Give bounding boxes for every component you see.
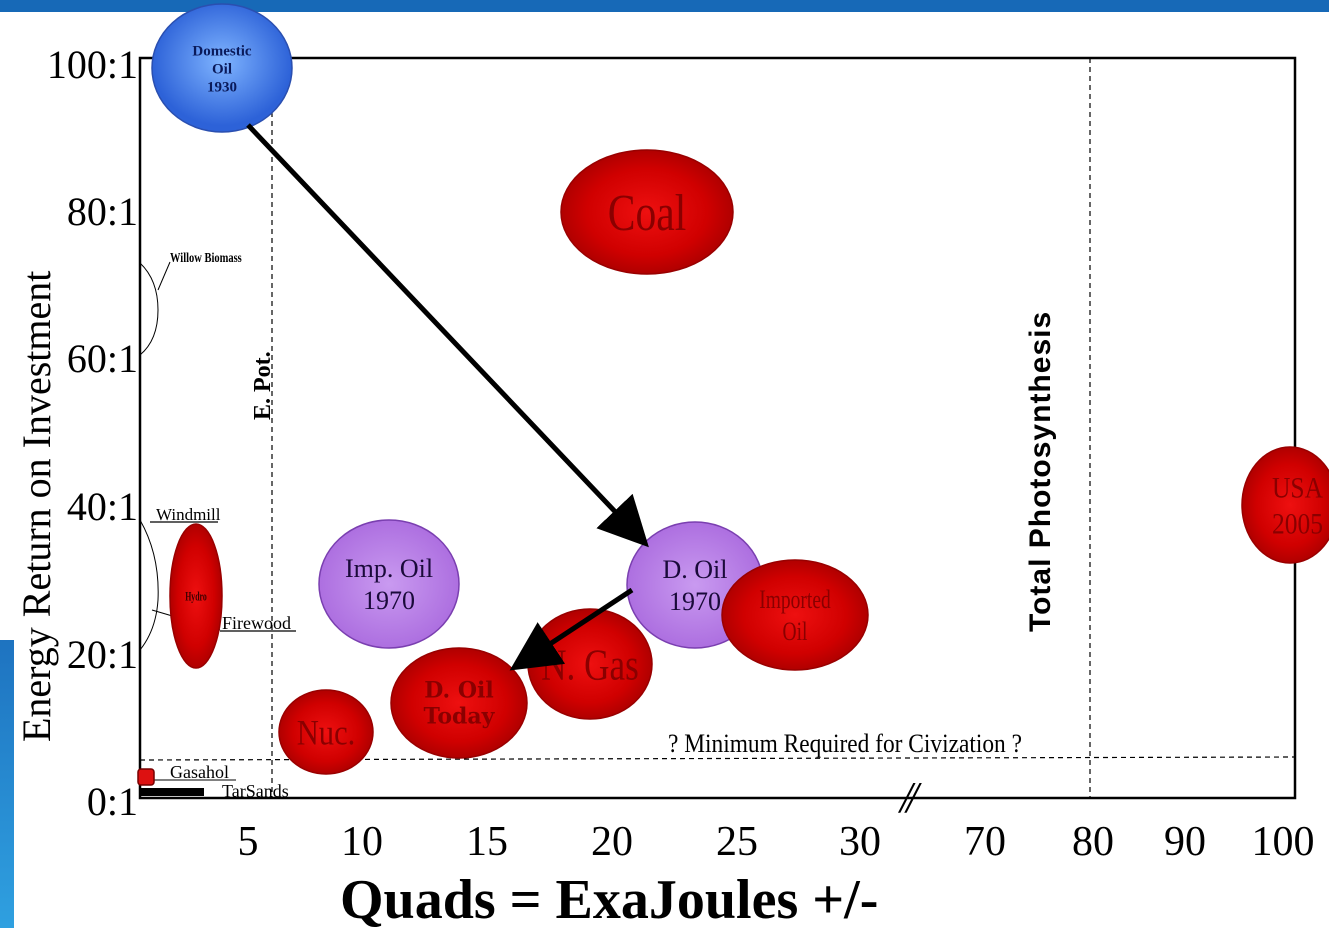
top-frame-bar	[0, 0, 1329, 12]
x-tick-label: 80	[1072, 819, 1114, 865]
plot-area	[138, 56, 1297, 800]
bubble-imp-oil-1970: Imp. Oil 1970	[318, 519, 460, 649]
side-annotations: Willow Biomass Windmill Firewood Gasahol…	[139, 250, 296, 801]
x-tick-label: 70	[964, 819, 1006, 865]
bubble-shape	[721, 559, 869, 671]
y-tick-label: 80:1	[67, 189, 138, 234]
bubble-domestic-oil-1930: Domestic Oil 1930	[151, 3, 293, 133]
bubble-nuc: Nuc.	[278, 689, 374, 775]
bubble-layer: Domestic Oil 1930 Coal D. Oil 1970 Imp. Oil 197…	[137, 3, 1329, 786]
bubble-label: Imported	[759, 585, 831, 613]
y-ticks: 0:1 20:1 40:1 60:1 80:1 100:1	[47, 42, 138, 824]
bubble-shape	[318, 519, 460, 649]
willow-bracket	[139, 262, 159, 356]
willow-label: Willow Biomass	[170, 250, 242, 266]
bubble-hydro: Hydro	[169, 523, 223, 669]
bubble-gasohol	[137, 768, 155, 786]
x-tick-label: 90	[1164, 819, 1206, 865]
x-tick-label: 30	[839, 819, 881, 865]
tarsands-bar	[140, 788, 204, 796]
bubble-shape	[1241, 446, 1329, 564]
x-axis-label: Quads = ExaJoules +/-	[340, 869, 878, 928]
x-tick-label: 10	[341, 819, 383, 865]
x-tick-label: 5	[238, 819, 259, 865]
y-tick-label: 20:1	[67, 632, 138, 677]
bubble-shape	[390, 647, 528, 759]
bubble-label: D. Oil	[424, 678, 494, 704]
arrow-1930-to-1970	[246, 123, 649, 548]
x-tick-label: 20	[591, 819, 633, 865]
bubble-label: Coal	[608, 185, 687, 242]
windmill-label: Windmill	[156, 505, 221, 524]
bubble-label: D. Oil	[663, 555, 728, 584]
bubble-label: N. Gas	[541, 640, 639, 690]
bubble-label: Imp. Oil	[345, 554, 433, 583]
bubble-coal: Coal	[560, 149, 734, 275]
x-tick-label: 15	[466, 819, 508, 865]
bubble-label: 1930	[207, 79, 237, 95]
e-pot-label: E. Pot.	[250, 351, 276, 420]
bubble-label: Hydro	[185, 590, 207, 605]
bubble-label: 1970	[669, 587, 721, 616]
bubble-imported-oil: Imported Oil	[721, 559, 869, 671]
y-tick-label: 0:1	[87, 779, 138, 824]
gasohol-label: Gasahol	[170, 762, 229, 782]
arrow-1970-to-today	[509, 587, 634, 671]
bubble-n-gas: N. Gas	[527, 608, 653, 720]
bubble-label: 2005	[1272, 508, 1323, 541]
bubble-shape	[137, 768, 155, 786]
willow-leader	[157, 261, 171, 291]
bubble-label: 1970	[363, 586, 415, 615]
x-tick-label: 25	[716, 819, 758, 865]
y-axis-label: Energy Return on Investment	[14, 271, 59, 742]
bubble-label: Oil	[212, 61, 232, 77]
y-tick-label: 100:1	[47, 42, 138, 87]
tarsands-label: TarSands	[222, 781, 289, 801]
bubble-shape	[169, 523, 223, 669]
y-tick-label: 40:1	[67, 484, 138, 529]
bubble-label: Oil	[783, 617, 808, 645]
photosynthesis-label: Total Photosynthesis	[1024, 311, 1057, 632]
minimum-label: ? Minimum Required for Civization ?	[668, 730, 1022, 758]
hydro-bracket	[139, 519, 159, 651]
firewood-label: Firewood	[222, 613, 291, 633]
x-tick-label: 100	[1252, 819, 1315, 865]
bubble-shape	[560, 149, 734, 275]
bubble-label: USA	[1272, 472, 1323, 505]
bubble-label: Nuc.	[297, 713, 356, 753]
bubble-shape	[151, 3, 293, 133]
bubble-shape	[278, 689, 374, 775]
x-ticks: 5 10 15 20 25 30 70 80 90 100	[238, 819, 1315, 865]
y-tick-label: 60:1	[67, 336, 138, 381]
bubble-label: Domestic	[192, 43, 251, 59]
bubble-label: Today	[424, 704, 496, 730]
left-frame-bar	[0, 640, 14, 928]
